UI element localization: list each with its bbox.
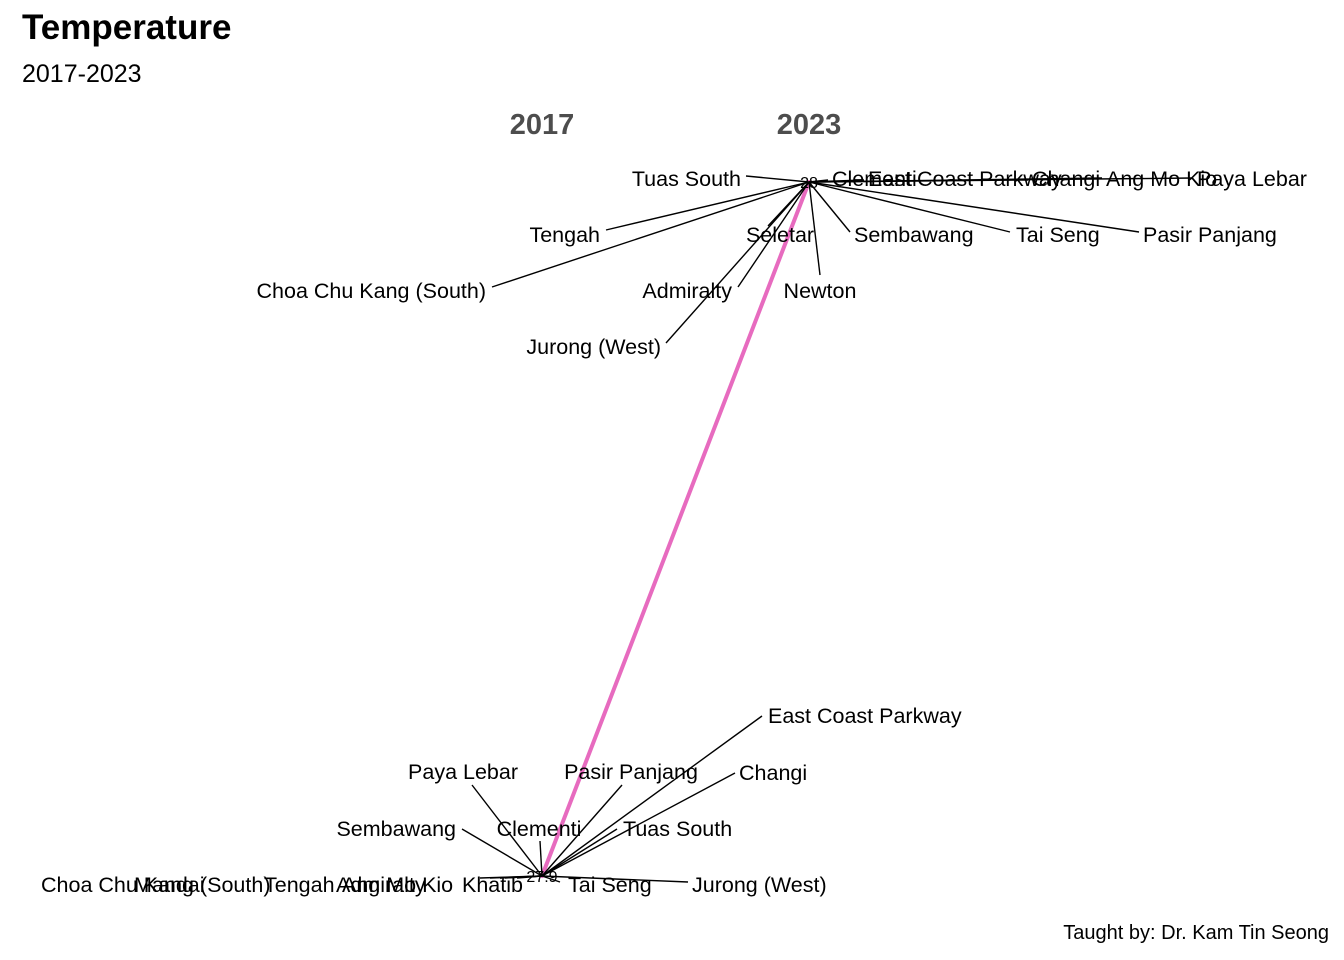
leader-line-2023-0 (745, 175, 810, 183)
leader-line-2023-10 (808, 181, 1140, 233)
station-label-2017-10: Tengah (264, 873, 335, 897)
chart-subtitle: 2017-2023 (22, 60, 142, 88)
year-header-2017: 2017 (510, 109, 575, 141)
leader-line-2017-3 (541, 772, 736, 877)
station-label-2017-7: Choa Chu Kang (South) (41, 873, 270, 897)
leader-line-2023-12 (737, 181, 810, 288)
station-label-2023-8: Sembawang (854, 223, 974, 247)
value-label-2023: 28 (800, 175, 818, 192)
station-label-2023-12: Admiralty (642, 279, 732, 303)
station-label-2017-13: Tai Seng (568, 873, 652, 897)
chart-caption: Taught by: Dr. Kam Tin Seong (1063, 922, 1329, 944)
station-label-2023-6: Tengah (529, 223, 600, 247)
station-label-2023-13: Newton (784, 279, 857, 303)
station-label-2017-6: Tuas South (623, 817, 732, 841)
station-label-2023-0: Tuas South (632, 167, 741, 191)
leader-line-2017-1 (541, 784, 623, 877)
station-label-2023-14: Jurong (West) (526, 335, 661, 359)
leader-line-2017-13 (541, 875, 561, 883)
leader-line-2017-4 (461, 828, 543, 877)
leader-line-2017-14 (541, 875, 689, 883)
year-header-2023: 2023 (777, 109, 842, 141)
value-label-2017: 27.9 (526, 869, 557, 886)
leader-line-2017-0 (471, 784, 543, 877)
station-label-2017-11: Admiralty (336, 873, 426, 897)
station-label-2017-9: Ang Mo Kio (342, 873, 453, 897)
slope-line-0 (540, 180, 811, 878)
station-label-2017-3: Changi (739, 761, 807, 785)
leader-line-2023-13 (808, 181, 821, 276)
station-label-2023-7: Seletar (746, 223, 814, 247)
leader-line-2017-2 (541, 715, 763, 877)
leader-line-2023-8 (808, 181, 851, 233)
leader-line-2017-5 (539, 840, 543, 877)
leader-line-2023-14 (665, 181, 810, 344)
station-label-2023-5: Paya Lebar (1197, 167, 1307, 191)
leader-line-2017-12 (516, 875, 543, 879)
station-label-2017-5: Clementi (497, 817, 582, 841)
station-label-2017-12: Khatib (462, 873, 523, 897)
leader-line-2023-11 (491, 181, 810, 288)
leader-line-2023-5 (808, 177, 1194, 183)
leader-line-2017-6 (541, 828, 618, 877)
station-label-2017-14: Jurong (West) (692, 873, 827, 897)
chart-title: Temperature (22, 8, 232, 47)
leader-line-2023-6 (605, 181, 810, 231)
station-label-2023-9: Tai Seng (1016, 223, 1100, 247)
station-label-2017-1: Pasir Panjang (564, 760, 698, 784)
station-label-2023-10: Pasir Panjang (1143, 223, 1277, 247)
leader-line-2023-9 (808, 181, 1011, 233)
station-label-2017-0: Paya Lebar (408, 760, 518, 784)
station-label-2023-11: Choa Chu Kang (South) (257, 279, 486, 303)
station-label-2017-2: East Coast Parkway (768, 704, 962, 728)
station-label-2017-4: Sembawang (336, 817, 456, 841)
station-label-2017-8: Mandai (134, 873, 205, 897)
